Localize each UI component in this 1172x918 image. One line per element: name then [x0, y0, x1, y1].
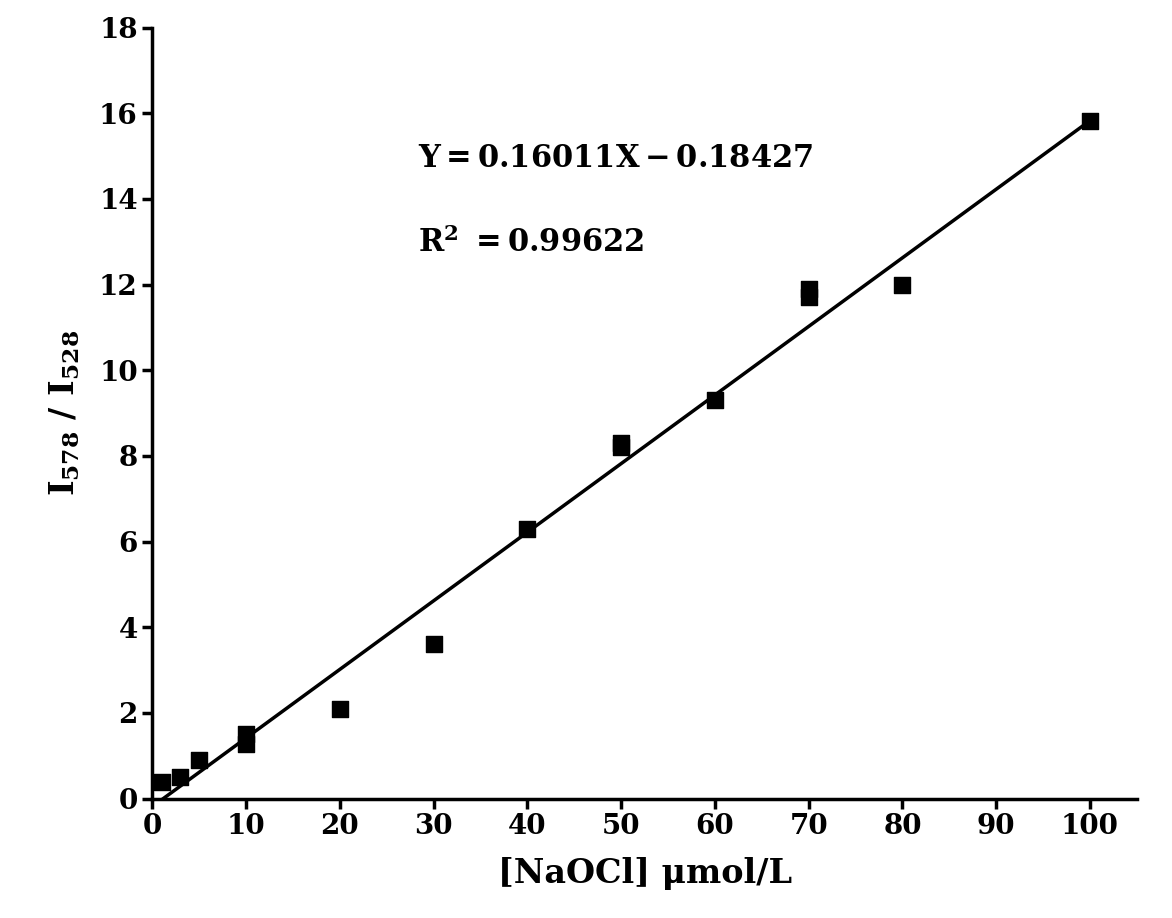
- Point: [152, 775, 171, 789]
- Text: $\mathbf{R^2}$ $\mathbf{=0.99622}$: $\mathbf{R^2}$ $\mathbf{=0.99622}$: [418, 228, 645, 260]
- Point: [237, 736, 255, 751]
- X-axis label: [NaOCl] μmol/L: [NaOCl] μmol/L: [498, 856, 791, 890]
- Point: [331, 701, 349, 716]
- Point: [799, 282, 818, 297]
- Text: $\mathbf{Y = 0.16011X-0.18427}$: $\mathbf{Y = 0.16011X-0.18427}$: [418, 143, 813, 174]
- Point: [190, 753, 209, 767]
- Point: [799, 289, 818, 304]
- Point: [237, 727, 255, 742]
- Y-axis label: $\mathbf{I_{578}}$ $\mathbf{/}$ $\mathbf{I_{528}}$: $\mathbf{I_{578}}$ $\mathbf{/}$ $\mathbf…: [48, 330, 82, 496]
- Point: [171, 770, 190, 785]
- Point: [612, 440, 631, 454]
- Point: [893, 277, 912, 292]
- Point: [1081, 114, 1099, 129]
- Point: [612, 436, 631, 451]
- Point: [424, 637, 443, 652]
- Point: [518, 521, 537, 536]
- Point: [706, 393, 724, 408]
